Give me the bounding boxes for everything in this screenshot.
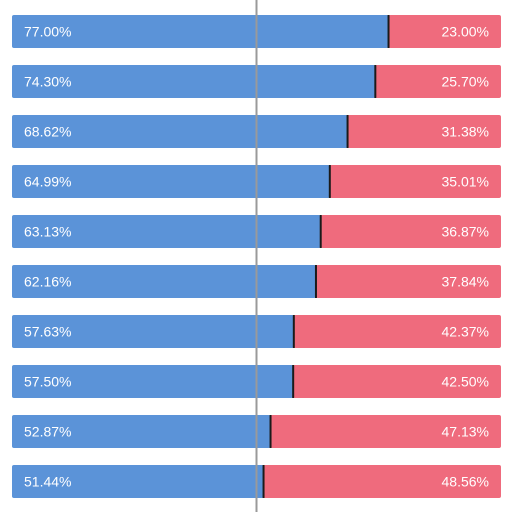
bar-segment-right [347, 115, 501, 148]
bar-value-label-left: 57.50% [24, 374, 71, 390]
bar-value-label-right: 42.50% [442, 374, 489, 390]
bar-segment-left [12, 115, 348, 148]
bar-value-label-right: 31.38% [442, 124, 489, 140]
bar-value-label-right: 48.56% [442, 474, 489, 490]
bar-row: 62.16% 37.84% [12, 265, 501, 298]
bar-value-label-left: 57.63% [24, 324, 71, 340]
bar-value-label-right: 23.00% [442, 24, 489, 40]
bar-row: 77.00% 23.00% [12, 15, 501, 48]
bar-segment-left [12, 15, 389, 48]
bar-value-label-right: 36.87% [442, 224, 489, 240]
bar-value-label-right: 37.84% [442, 274, 489, 290]
bar-value-label-right: 35.01% [442, 174, 489, 190]
bar-segment-left [12, 165, 330, 198]
bar-segment-right [293, 365, 501, 398]
bar-value-label-left: 68.62% [24, 124, 71, 140]
bar-row: 51.44% 48.56% [12, 465, 501, 498]
bar-row: 63.13% 36.87% [12, 215, 501, 248]
bar-row: 68.62% 31.38% [12, 115, 501, 148]
bar-segment-right [315, 265, 501, 298]
bar-value-label-left: 62.16% [24, 274, 71, 290]
bar-value-label-left: 51.44% [24, 474, 71, 490]
bar-segment-right [375, 65, 501, 98]
bar-value-label-left: 64.99% [24, 174, 71, 190]
bar-value-label-left: 52.87% [24, 424, 71, 440]
bar-segment-right [329, 165, 501, 198]
bar-segment-right [293, 315, 501, 348]
bar-segment-left [12, 315, 294, 348]
bar-segment-right [270, 415, 501, 448]
bar-segment-right [263, 465, 501, 498]
bar-value-label-left: 77.00% [24, 24, 71, 40]
bar-segment-right [320, 215, 501, 248]
bar-segment-right [388, 15, 501, 48]
bar-segment-left [12, 265, 316, 298]
bar-value-label-right: 42.37% [442, 324, 489, 340]
bar-value-label-right: 25.70% [442, 74, 489, 90]
bar-row: 74.30% 25.70% [12, 65, 501, 98]
bar-segment-left [12, 465, 264, 498]
bar-row: 57.63% 42.37% [12, 315, 501, 348]
bar-row: 57.50% 42.50% [12, 365, 501, 398]
bar-rows: 77.00% 23.00% 74.30% 25.70% 68.62% 31.38% 64.9… [12, 15, 501, 498]
bar-value-label-right: 47.13% [442, 424, 489, 440]
bar-value-label-left: 74.30% [24, 74, 71, 90]
bar-segment-left [12, 215, 321, 248]
bar-row: 64.99% 35.01% [12, 165, 501, 198]
bar-segment-left [12, 365, 294, 398]
bar-segment-left [12, 415, 271, 448]
bar-value-label-left: 63.13% [24, 224, 71, 240]
bar-row: 52.87% 47.13% [12, 415, 501, 448]
bar-segment-left [12, 65, 376, 98]
